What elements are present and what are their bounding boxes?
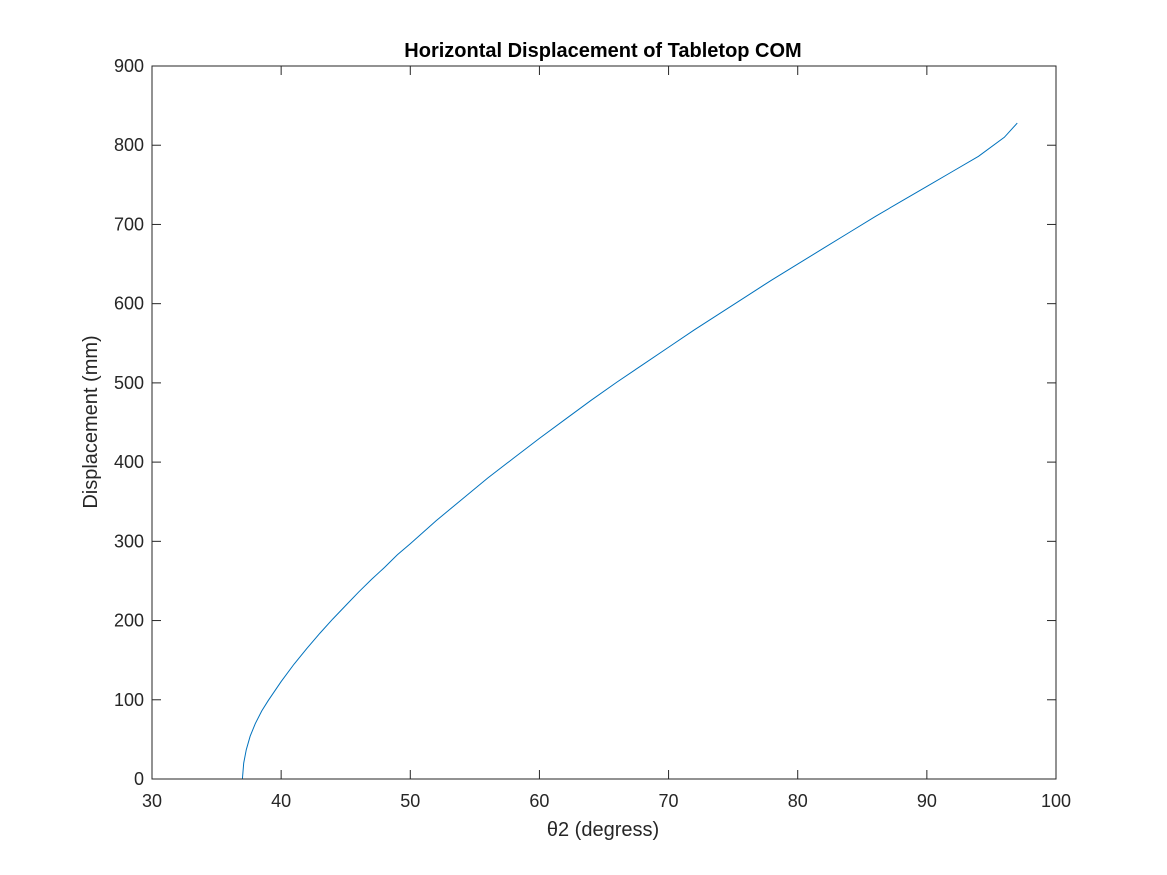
x-tick-label: 60 (529, 791, 549, 811)
plot-area-border (151, 65, 1057, 780)
y-tick-label: 800 (114, 135, 144, 155)
x-tick-label: 70 (659, 791, 679, 811)
x-axis-label: θ2 (degress) (547, 819, 659, 841)
y-tick-label: 500 (114, 373, 144, 393)
y-tick-label: 700 (114, 214, 144, 234)
plot-area-background (152, 66, 1056, 779)
y-tick-label: 600 (114, 294, 144, 314)
y-axis-label: Displacement (mm) (80, 335, 102, 508)
y-tick-label: 100 (114, 690, 144, 710)
y-tick-label: 0 (134, 769, 144, 789)
x-tick-label: 80 (788, 791, 808, 811)
x-tick-label: 40 (271, 791, 291, 811)
x-tick-label: 50 (400, 791, 420, 811)
y-tick-label: 300 (114, 531, 144, 551)
series-line (241, 122, 1018, 780)
x-tick-label: 100 (1041, 791, 1071, 811)
y-tick-label: 200 (114, 611, 144, 631)
y-tick-label: 900 (114, 56, 144, 76)
y-tick-label: 400 (114, 452, 144, 472)
x-tick-label: 30 (142, 791, 162, 811)
series-layer (241, 122, 1018, 780)
chart-title: Horizontal Displacement of Tabletop COM (404, 40, 801, 62)
x-tick-label: 90 (917, 791, 937, 811)
axis-ticks: 30 40 50 60 70 80 90 100 0 100 200 300 400 500 600 700 8… (114, 56, 1071, 811)
